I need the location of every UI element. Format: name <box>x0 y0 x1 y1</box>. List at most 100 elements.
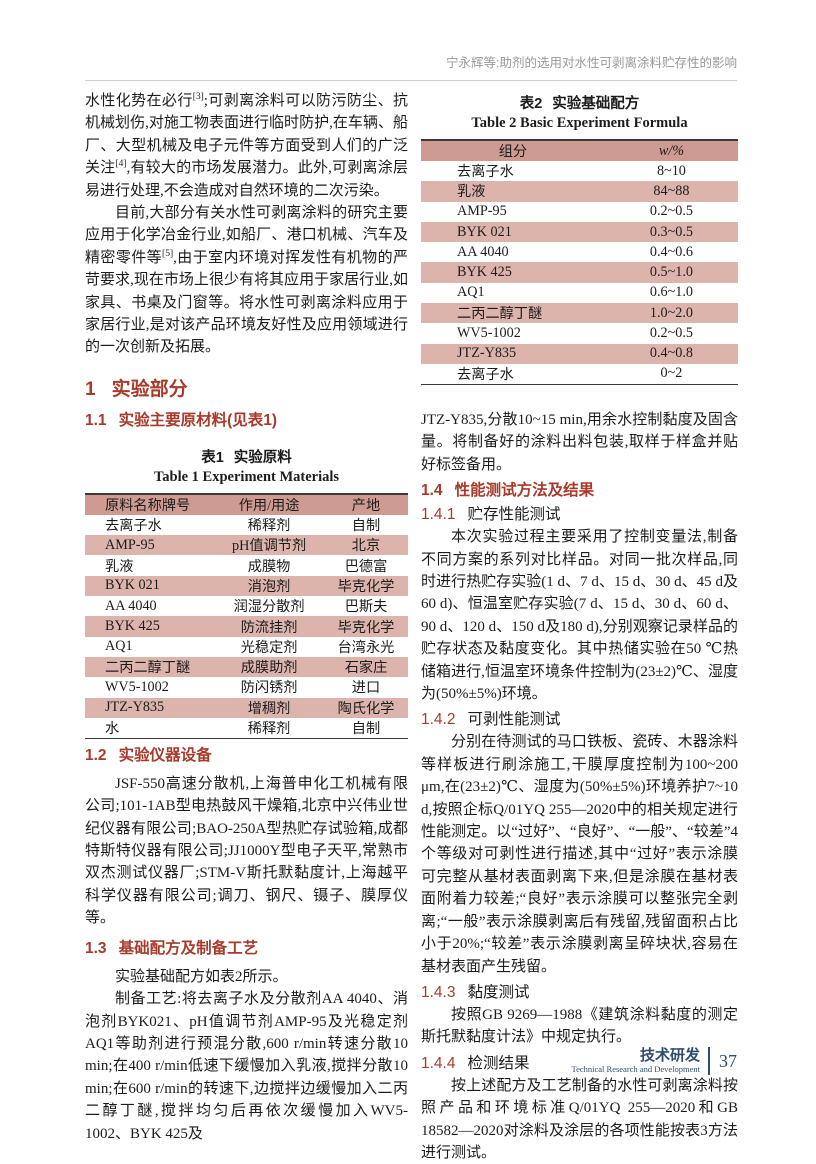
section-1-4-2-paragraph: 分别在待测试的马口铁板、瓷砖、木器涂料等样板进行刷涂施工,干膜厚度控制为100~… <box>421 734 738 975</box>
table-row: JTZ-Y835 增稠剂 陶氏化学 <box>85 697 408 718</box>
table-cell: AQ1 <box>457 284 485 301</box>
table-cell: 0~2 <box>660 365 683 382</box>
section-number: 1.4.2 <box>421 711 456 729</box>
table-cell: 乳液 <box>421 181 605 202</box>
section-1-4-1-paragraph: 本次实验过程主要采用了控制变量法,制备不同方案的系列对比样品。对同一批次样品,同… <box>421 529 738 703</box>
table-row: AA 4040 润湿分散剂 巴斯夫 <box>85 596 408 616</box>
table-cell: 乳液 <box>105 558 134 575</box>
citation-ref-4: [4] <box>115 159 127 170</box>
table2-caption-title: 实验基础配方 <box>552 96 640 112</box>
section-1-4-1-heading: 1.4.1 贮存性能测试 <box>421 502 738 524</box>
table-cell: 0.4~0.6 <box>649 243 693 260</box>
table-cell: 0.2~0.5 <box>649 203 693 220</box>
table-cell: 成膜助剂 <box>214 656 324 678</box>
table-cell: 巴斯夫 <box>344 599 388 616</box>
table-cell: 防闪锈剂 <box>240 680 298 697</box>
table-cell: 二丙二醇丁醚 <box>85 656 215 678</box>
table-row: 去离子水 0~2 <box>421 364 738 385</box>
paragraph-text: ;可剥离涂料可以防污防尘、抗机械划伤,对施工物表面进行临时防护,在车辆、船厂、大… <box>85 93 408 177</box>
table-cell: 去离子水 <box>457 366 514 383</box>
table2-body: 去离子水 8~10 乳液 84~88 AMP-95 0.2~0.5 BYK 021 0.3~0… <box>421 161 738 384</box>
table1-caption-zh: 表1 实验原料 <box>85 446 408 467</box>
section-1-4-3-paragraph: 按照GB 9269—1988《建筑涂料黏度的测定 斯托默黏度计法》中规定执行。 <box>421 1006 738 1046</box>
table1-caption-en: Table 1 Experiment Materials <box>153 468 340 485</box>
section-1-3-paragraph-2: 制备工艺:将去离子水及分散剂AA 4040、消泡剂BYK021、pH值调节剂AM… <box>85 991 408 1142</box>
table-cell: 稀释剂 <box>247 518 291 535</box>
table-cell: 0.3~0.5 <box>604 221 738 243</box>
table2-col-component: 组分 <box>421 140 605 161</box>
table-row: BYK 425 防流挂剂 毕克化学 <box>85 616 408 637</box>
table1-col-material: 原料名称牌号 <box>85 493 215 515</box>
table1-col-origin: 产地 <box>324 493 408 515</box>
table-cell: 水 <box>105 720 120 737</box>
table-cell: AMP-95 <box>457 203 507 220</box>
table-cell: 8~10 <box>656 162 686 179</box>
section-1-3-paragraph-1: 实验基础配方如表2所示。 <box>115 968 288 985</box>
table1-caption-number: 表1 <box>201 449 224 466</box>
table-cell: 毕克化学 <box>324 575 408 597</box>
table-cell: BYK 021 <box>421 221 605 243</box>
table-row: 二丙二醇丁醚 1.0~2.0 <box>421 303 738 324</box>
citation-ref-5: [5] <box>162 248 174 259</box>
section-number: 1.2 <box>85 746 107 764</box>
table-cell: 0.6~1.0 <box>649 284 693 301</box>
section-1-2-paragraph: JSF-550高速分散机,上海普申化工机械有限公司;101-1AB型电热鼓风干燥… <box>85 775 408 927</box>
footer-section-label: 技术研发 Technical Research and Development <box>571 1047 710 1075</box>
table2-col-mass-percent: w/% <box>604 140 738 161</box>
table-cell: 毕克化学 <box>324 616 408 637</box>
section-title: 实验主要原材料(见表1) <box>118 411 278 429</box>
table-cell: 增稠剂 <box>214 697 324 718</box>
table-header-row: 组分 w/% <box>421 140 738 161</box>
table-cell: 陶氏化学 <box>324 697 408 718</box>
page-number: 37 <box>719 1050 737 1071</box>
running-header-title: 宁永辉等:助剂的选用对水性可剥离涂料贮存性的影响 <box>446 56 737 70</box>
table-cell: AMP-95 <box>85 535 215 556</box>
table-cell: AQ1 <box>105 638 133 655</box>
section-title: 可剥性能测试 <box>467 711 561 729</box>
table1-col-function: 作用/用途 <box>214 493 324 515</box>
table-cell: 去离子水 <box>105 518 162 535</box>
left-column: 水性化势在必行[3];可剥离涂料可以防污防尘、抗机械划伤,对施工物表面进行临时防… <box>85 90 408 1164</box>
table1-experiment-materials: 原料名称牌号 作用/用途 产地 去离子水 稀释剂 自制 AMP-95 pH值调节剂 北京乳… <box>85 492 408 739</box>
paragraph-text: ,有较大的市场发展潜力。此外,可剥离涂层易进行处理,不会造成对自然环境的二次污染… <box>85 160 408 199</box>
citation-ref-3: [3] <box>192 92 204 102</box>
running-header: 宁永辉等:助剂的选用对水性可剥离涂料贮存性的影响 <box>85 52 737 81</box>
section-number: 1.4 <box>421 482 443 500</box>
table-cell: WV5-1002 <box>105 678 169 695</box>
table-row: AMP-95 0.2~0.5 <box>421 202 738 222</box>
table-row: AA 4040 0.4~0.6 <box>421 242 738 262</box>
table-row: 二丙二醇丁醚 成膜助剂 石家庄 <box>85 656 408 678</box>
section-1-4-3-heading: 1.4.3 黏度测试 <box>421 980 738 1002</box>
table-cell: 0.4~0.8 <box>604 343 738 364</box>
section-title: 实验部分 <box>111 378 188 400</box>
paragraph-text: ,由于室内环境对挥发性有机物的严苛要求,现在市场上很少有将其应用于家居行业,如家… <box>85 249 408 356</box>
intro-paragraph-1: 水性化势在必行[3];可剥离涂料可以防污防尘、抗机械划伤,对施工物表面进行临时防… <box>85 90 408 202</box>
section-title: 基础配方及制备工艺 <box>118 939 259 957</box>
table-row: WV5-1002 0.2~0.5 <box>421 323 738 343</box>
two-column-body: 水性化势在必行[3];可剥离涂料可以防污防尘、抗机械划伤,对施工物表面进行临时防… <box>85 90 738 1164</box>
section-1-3-heading: 1.3 基础配方及制备工艺 <box>85 936 408 958</box>
section-number: 1 <box>85 378 96 400</box>
section-number: 1.4.4 <box>421 1054 456 1072</box>
table2-head: 组分 w/% <box>421 140 738 161</box>
section-title: 黏度测试 <box>467 983 530 1001</box>
table-cell: AA 4040 <box>105 597 157 614</box>
table-cell: BYK 425 <box>85 616 215 637</box>
table-cell: 二丙二醇丁醚 <box>421 303 605 324</box>
page-footer: 技术研发 Technical Research and Development … <box>571 1047 737 1075</box>
table-cell: 0.5~1.0 <box>604 262 738 283</box>
section-number: 1.1 <box>85 411 107 429</box>
section-title: 检测结果 <box>467 1054 530 1072</box>
section-1-heading: 1 实验部分 <box>85 374 408 401</box>
table-cell: 自制 <box>351 518 381 535</box>
table-row: WV5-1002 防闪锈剂 进口 <box>85 677 408 697</box>
section-1-1-heading: 1.1 实验主要原材料(见表1) <box>85 408 408 430</box>
table-cell: 84~88 <box>604 181 738 202</box>
table-row: 去离子水 8~10 <box>421 161 738 181</box>
process-continuation-paragraph: JTZ-Y835,分散10~15 min,用余水控制黏度及固含量。将制备好的涂料… <box>421 411 738 473</box>
table-row: 水 稀释剂 自制 <box>85 718 408 739</box>
table-cell: 润湿分散剂 <box>233 599 305 616</box>
table-cell: 自制 <box>351 720 381 737</box>
table-cell: pH值调节剂 <box>214 535 324 556</box>
table-cell: JTZ-Y835 <box>85 697 215 718</box>
